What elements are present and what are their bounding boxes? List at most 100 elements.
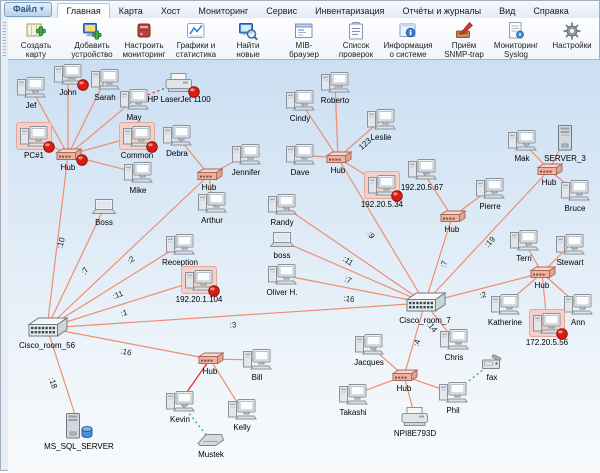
map-node-ip-67[interactable]: 192.20.5.67 [390, 156, 454, 192]
node-label: Hub [534, 280, 550, 290]
link-label: :3 [229, 320, 237, 330]
system-info-icon [398, 21, 418, 41]
map-node-common[interactable]: Common [105, 122, 169, 160]
toolbar-button-charts[interactable]: Графики и статистика [170, 19, 222, 59]
tab-2[interactable]: Хост [160, 6, 181, 16]
map-node-hub-7[interactable]: Hub [178, 351, 242, 376]
map-node-sarah[interactable]: Sarah [73, 66, 137, 102]
map-node-hub-6[interactable]: Hub [510, 265, 574, 290]
map-node-oliver[interactable]: Oliver H. [250, 261, 314, 297]
map-node-arthur[interactable]: Arthur [180, 189, 244, 225]
map-node-ann[interactable]: Ann [546, 291, 600, 327]
map-node-randy[interactable]: Randy [250, 191, 314, 227]
file-menu-button[interactable]: Файл ▾ [4, 2, 53, 17]
map-node-mike[interactable]: Mike [106, 159, 170, 195]
node-label: SERVER_3 [544, 154, 586, 163]
device-icon-pc [336, 381, 370, 407]
map-node-reception[interactable]: Reception [148, 231, 212, 267]
node-label: Dave [290, 168, 310, 177]
map-node-hub-5[interactable]: Hub [420, 209, 484, 234]
node-label: PC#1 [23, 151, 44, 160]
map-node-cisco7[interactable]: Cisco_room_7 [393, 290, 457, 325]
node-label: Hub [60, 162, 76, 172]
toolbar-button-label: Настроить мониторинг [122, 41, 166, 59]
map-node-ip-34[interactable]: 192.20.5.34 [350, 171, 414, 209]
map-node-mak[interactable]: Mak [490, 127, 554, 163]
map-node-jacques[interactable]: Jacques [337, 331, 401, 367]
map-node-ip-56[interactable]: 172.20.5.56 [515, 309, 579, 347]
map-node-fax[interactable]: fax [460, 353, 524, 382]
map-node-stewart[interactable]: Stewart [538, 231, 600, 267]
map-node-hp-laserjet[interactable]: HP LaserJet 1100 [147, 71, 211, 104]
toolbar-button-settings[interactable]: Настройки [546, 19, 598, 59]
device-icon-pc [553, 231, 587, 257]
node-label: Boss [95, 218, 113, 227]
map-node-ip-104[interactable]: 192.20.1.104 [167, 266, 231, 304]
tab-6[interactable]: Отчёты и журналы [402, 6, 482, 16]
map-node-mustek[interactable]: Mustek [179, 431, 243, 459]
map-node-jennifer[interactable]: Jennifer [214, 141, 278, 177]
map-node-phil[interactable]: Phil [421, 379, 485, 415]
map-node-leslie[interactable]: Leslie [349, 106, 413, 142]
link-cisco56-boss-laptop [46, 207, 105, 329]
node-label: 192.20.5.34 [360, 200, 404, 209]
map-node-debra[interactable]: Debra [145, 122, 209, 158]
map-node-pierre[interactable]: Pierre [458, 175, 522, 211]
map-node-roberto[interactable]: Roberto [303, 69, 367, 105]
map-node-katherine[interactable]: Katherine [473, 291, 537, 327]
map-node-cindy[interactable]: Cindy [268, 87, 332, 123]
syslog-icon [506, 21, 526, 41]
map-node-jef[interactable]: Jef [8, 74, 63, 110]
tab-4[interactable]: Сервис [266, 6, 298, 16]
device-icon-pc [529, 309, 568, 340]
toolbar-button-snmp-trap[interactable]: Приём SNMP-trap [438, 19, 490, 59]
toolbar-button-system-info[interactable]: Информация о системе [382, 19, 434, 59]
device-icon-pc [160, 122, 194, 148]
map-canvas[interactable]: :10:7:2:11:1:16:18:3:9:11:7:16:14:4:19:7… [8, 59, 600, 473]
toolbar-button-setup-monitoring[interactable]: Настроить мониторинг [118, 19, 170, 59]
map-node-server3[interactable]: SERVER_3 [533, 123, 597, 163]
device-icon-hub [52, 147, 88, 166]
device-icon-pc [364, 171, 403, 202]
map-node-may[interactable]: May [102, 86, 166, 122]
map-node-dave[interactable]: Dave [268, 141, 332, 177]
link-cisco56-ms-sql [46, 327, 80, 428]
map-node-cisco56[interactable]: Cisco_room_56 [15, 315, 79, 350]
toolbar-button-add-device[interactable]: Добавить устройство [66, 19, 118, 59]
tab-3[interactable]: Мониторинг [198, 6, 249, 16]
device-icon-serverdb [62, 411, 96, 441]
map-node-terri[interactable]: Terri [492, 227, 556, 263]
map-node-ms-sql[interactable]: MS_SQL_SERVER [44, 411, 114, 451]
map-node-hub-4[interactable]: Hub [517, 162, 581, 187]
tab-5[interactable]: Инвентаризация [315, 6, 385, 16]
map-node-bruce[interactable]: Bruce [543, 177, 600, 213]
tab-7[interactable]: Вид [499, 6, 516, 16]
device-icon-pc [14, 74, 48, 100]
toolbar-button-find-devices[interactable]: Найти новые устройства [222, 19, 274, 68]
map-node-hub-8[interactable]: Hub [372, 368, 436, 393]
toolbar-button-mib-browser[interactable]: MIB-браузер [278, 19, 330, 59]
map-node-boss2-laptop[interactable]: boss [250, 230, 314, 260]
tab-1[interactable]: Карта [118, 6, 143, 16]
toolbar-button-check-list[interactable]: Список проверок [330, 19, 382, 59]
map-node-bill[interactable]: Bill [225, 346, 289, 382]
link-hub-4-cisco7 [424, 169, 550, 304]
map-node-hub-1[interactable]: Hub [36, 147, 100, 172]
device-icon-hub [194, 351, 226, 366]
tab-8[interactable]: Справка [533, 6, 569, 16]
map-node-takashi[interactable]: Takashi [321, 381, 385, 417]
map-node-npi[interactable]: NPI8E793D [383, 405, 447, 438]
map-node-boss-laptop[interactable]: Boss [72, 197, 136, 227]
map-node-pc1[interactable]: PC#1 [8, 122, 66, 160]
link-hub-5-cisco7 [424, 216, 453, 304]
map-node-hub-3[interactable]: Hub [306, 150, 370, 175]
map-node-kelly[interactable]: Kelly [210, 396, 274, 432]
map-node-hub-2[interactable]: Hub [177, 167, 241, 192]
tab-0[interactable]: Главная [57, 3, 110, 19]
map-node-kevin[interactable]: Kevin [148, 388, 212, 424]
device-icon-pc [240, 346, 274, 372]
map-node-john[interactable]: John [36, 61, 100, 97]
toolbar-button-syslog[interactable]: Мониторинг Syslog [490, 19, 542, 59]
toolbar-button-new-map[interactable]: Создать карту [10, 19, 62, 59]
map-node-chris[interactable]: Chris [422, 326, 486, 362]
